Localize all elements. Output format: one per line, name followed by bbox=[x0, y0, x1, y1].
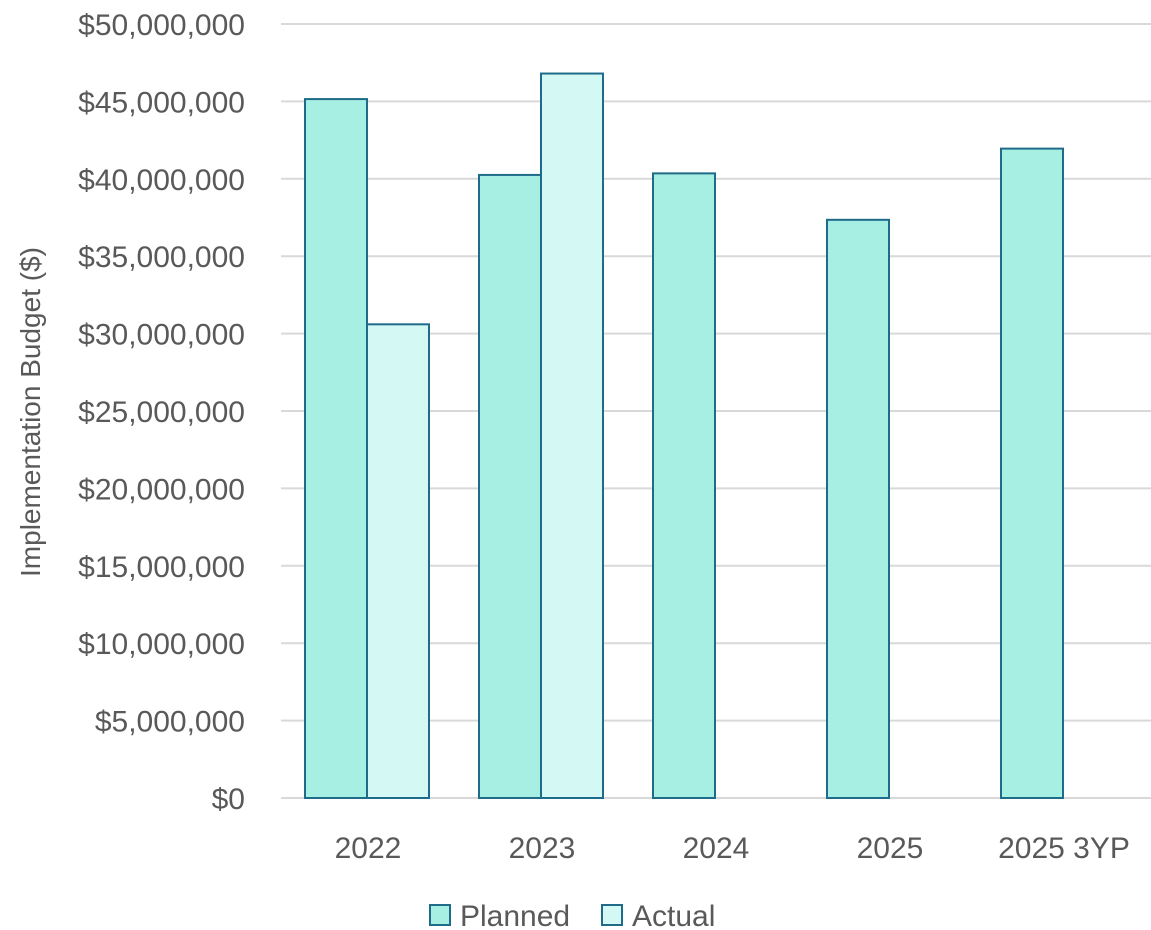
bar-planned bbox=[304, 98, 368, 799]
x-tick-label: 2024 bbox=[683, 832, 750, 865]
y-tick-label: $25,000,000 bbox=[78, 396, 245, 429]
y-tick-label: $50,000,000 bbox=[78, 9, 245, 42]
y-tick-label: $15,000,000 bbox=[78, 551, 245, 584]
x-tick-label: 2022 bbox=[335, 832, 402, 865]
legend-label: Planned bbox=[460, 900, 570, 930]
legend-item-actual: Actual bbox=[601, 900, 715, 930]
x-tick-label: 2025 bbox=[857, 832, 924, 865]
x-tick-labels: 2022 2023 2024 2025 2025 3YP bbox=[335, 832, 1130, 865]
bar-planned bbox=[826, 218, 890, 799]
y-axis-title: Implementation Budget ($) bbox=[15, 247, 46, 577]
bar-planned bbox=[1000, 147, 1064, 799]
legend-item-planned: Planned bbox=[429, 900, 570, 930]
x-tick-label: 2023 bbox=[509, 832, 576, 865]
y-tick-label: $10,000,000 bbox=[78, 628, 245, 661]
y-tick-label: $40,000,000 bbox=[78, 164, 245, 197]
y-tick-label: $0 bbox=[212, 783, 245, 816]
y-tick-label: $35,000,000 bbox=[78, 241, 245, 274]
y-tick-label: $30,000,000 bbox=[78, 319, 245, 352]
bar-actual bbox=[540, 72, 604, 799]
y-tick-label: $20,000,000 bbox=[78, 473, 245, 506]
x-tick-label: 2025 3YP bbox=[998, 832, 1130, 865]
legend-swatch bbox=[429, 904, 451, 926]
y-tick-label: $5,000,000 bbox=[95, 706, 245, 739]
y-tick-labels: $0 $5,000,000 $10,000,000 $15,000,000 $20,00… bbox=[78, 9, 245, 816]
bar-planned bbox=[478, 173, 542, 799]
bar-actual bbox=[366, 323, 430, 799]
legend: Planned Actual bbox=[429, 900, 715, 930]
legend-label: Actual bbox=[632, 900, 715, 930]
legend-swatch bbox=[601, 904, 623, 926]
bars bbox=[304, 72, 1064, 799]
bar-planned bbox=[652, 172, 716, 799]
y-tick-label: $45,000,000 bbox=[78, 86, 245, 119]
